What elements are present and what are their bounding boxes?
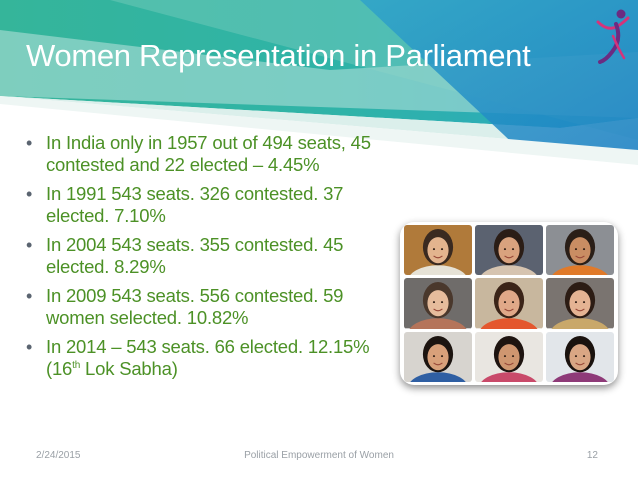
slide-title: Women Representation in Parliament [26, 38, 531, 73]
bullet-1991: • In 1991 543 seats. 326 contested. 37 el… [26, 183, 344, 226]
footer-title: Political Empowerment of Women [244, 450, 394, 461]
portrait-photo [475, 225, 543, 276]
bullet-2004: • In 2004 543 seats. 355 contested. 45 el… [26, 234, 344, 277]
portrait-photo [546, 331, 614, 382]
bullet-dot: • [26, 235, 33, 255]
slide-number: 12 [586, 450, 598, 461]
portrait-photo [404, 225, 472, 276]
bullet-dot: • [26, 337, 33, 357]
portrait-collage [400, 222, 618, 385]
bullet-2009: • In 2009 543 seats. 556 contested. 59 wo… [26, 285, 344, 328]
portrait-grid [404, 225, 614, 382]
portrait-photo [475, 278, 543, 329]
portrait-photo [404, 278, 472, 329]
superscript-th: th [72, 359, 81, 371]
header-banner [0, 0, 638, 165]
female-figure-logo-icon [596, 9, 630, 64]
bullet-1957: • In India only in 1957 out of 494 seats,… [26, 132, 371, 175]
bullet-dot: • [26, 286, 33, 306]
footer-date: 2/24/2015 [36, 450, 81, 461]
portrait-photo [546, 225, 614, 276]
portrait-photo [404, 331, 472, 382]
portrait-photo [475, 331, 543, 382]
bullet-dot: • [26, 184, 33, 204]
bullet-list: • In India only in 1957 out of 494 seats,… [26, 132, 396, 387]
bullet-2014: • In 2014 – 543 seats. 66 elected. 12.15%… [26, 336, 370, 379]
portrait-photo [546, 278, 614, 329]
bullet-dot: • [26, 133, 33, 153]
